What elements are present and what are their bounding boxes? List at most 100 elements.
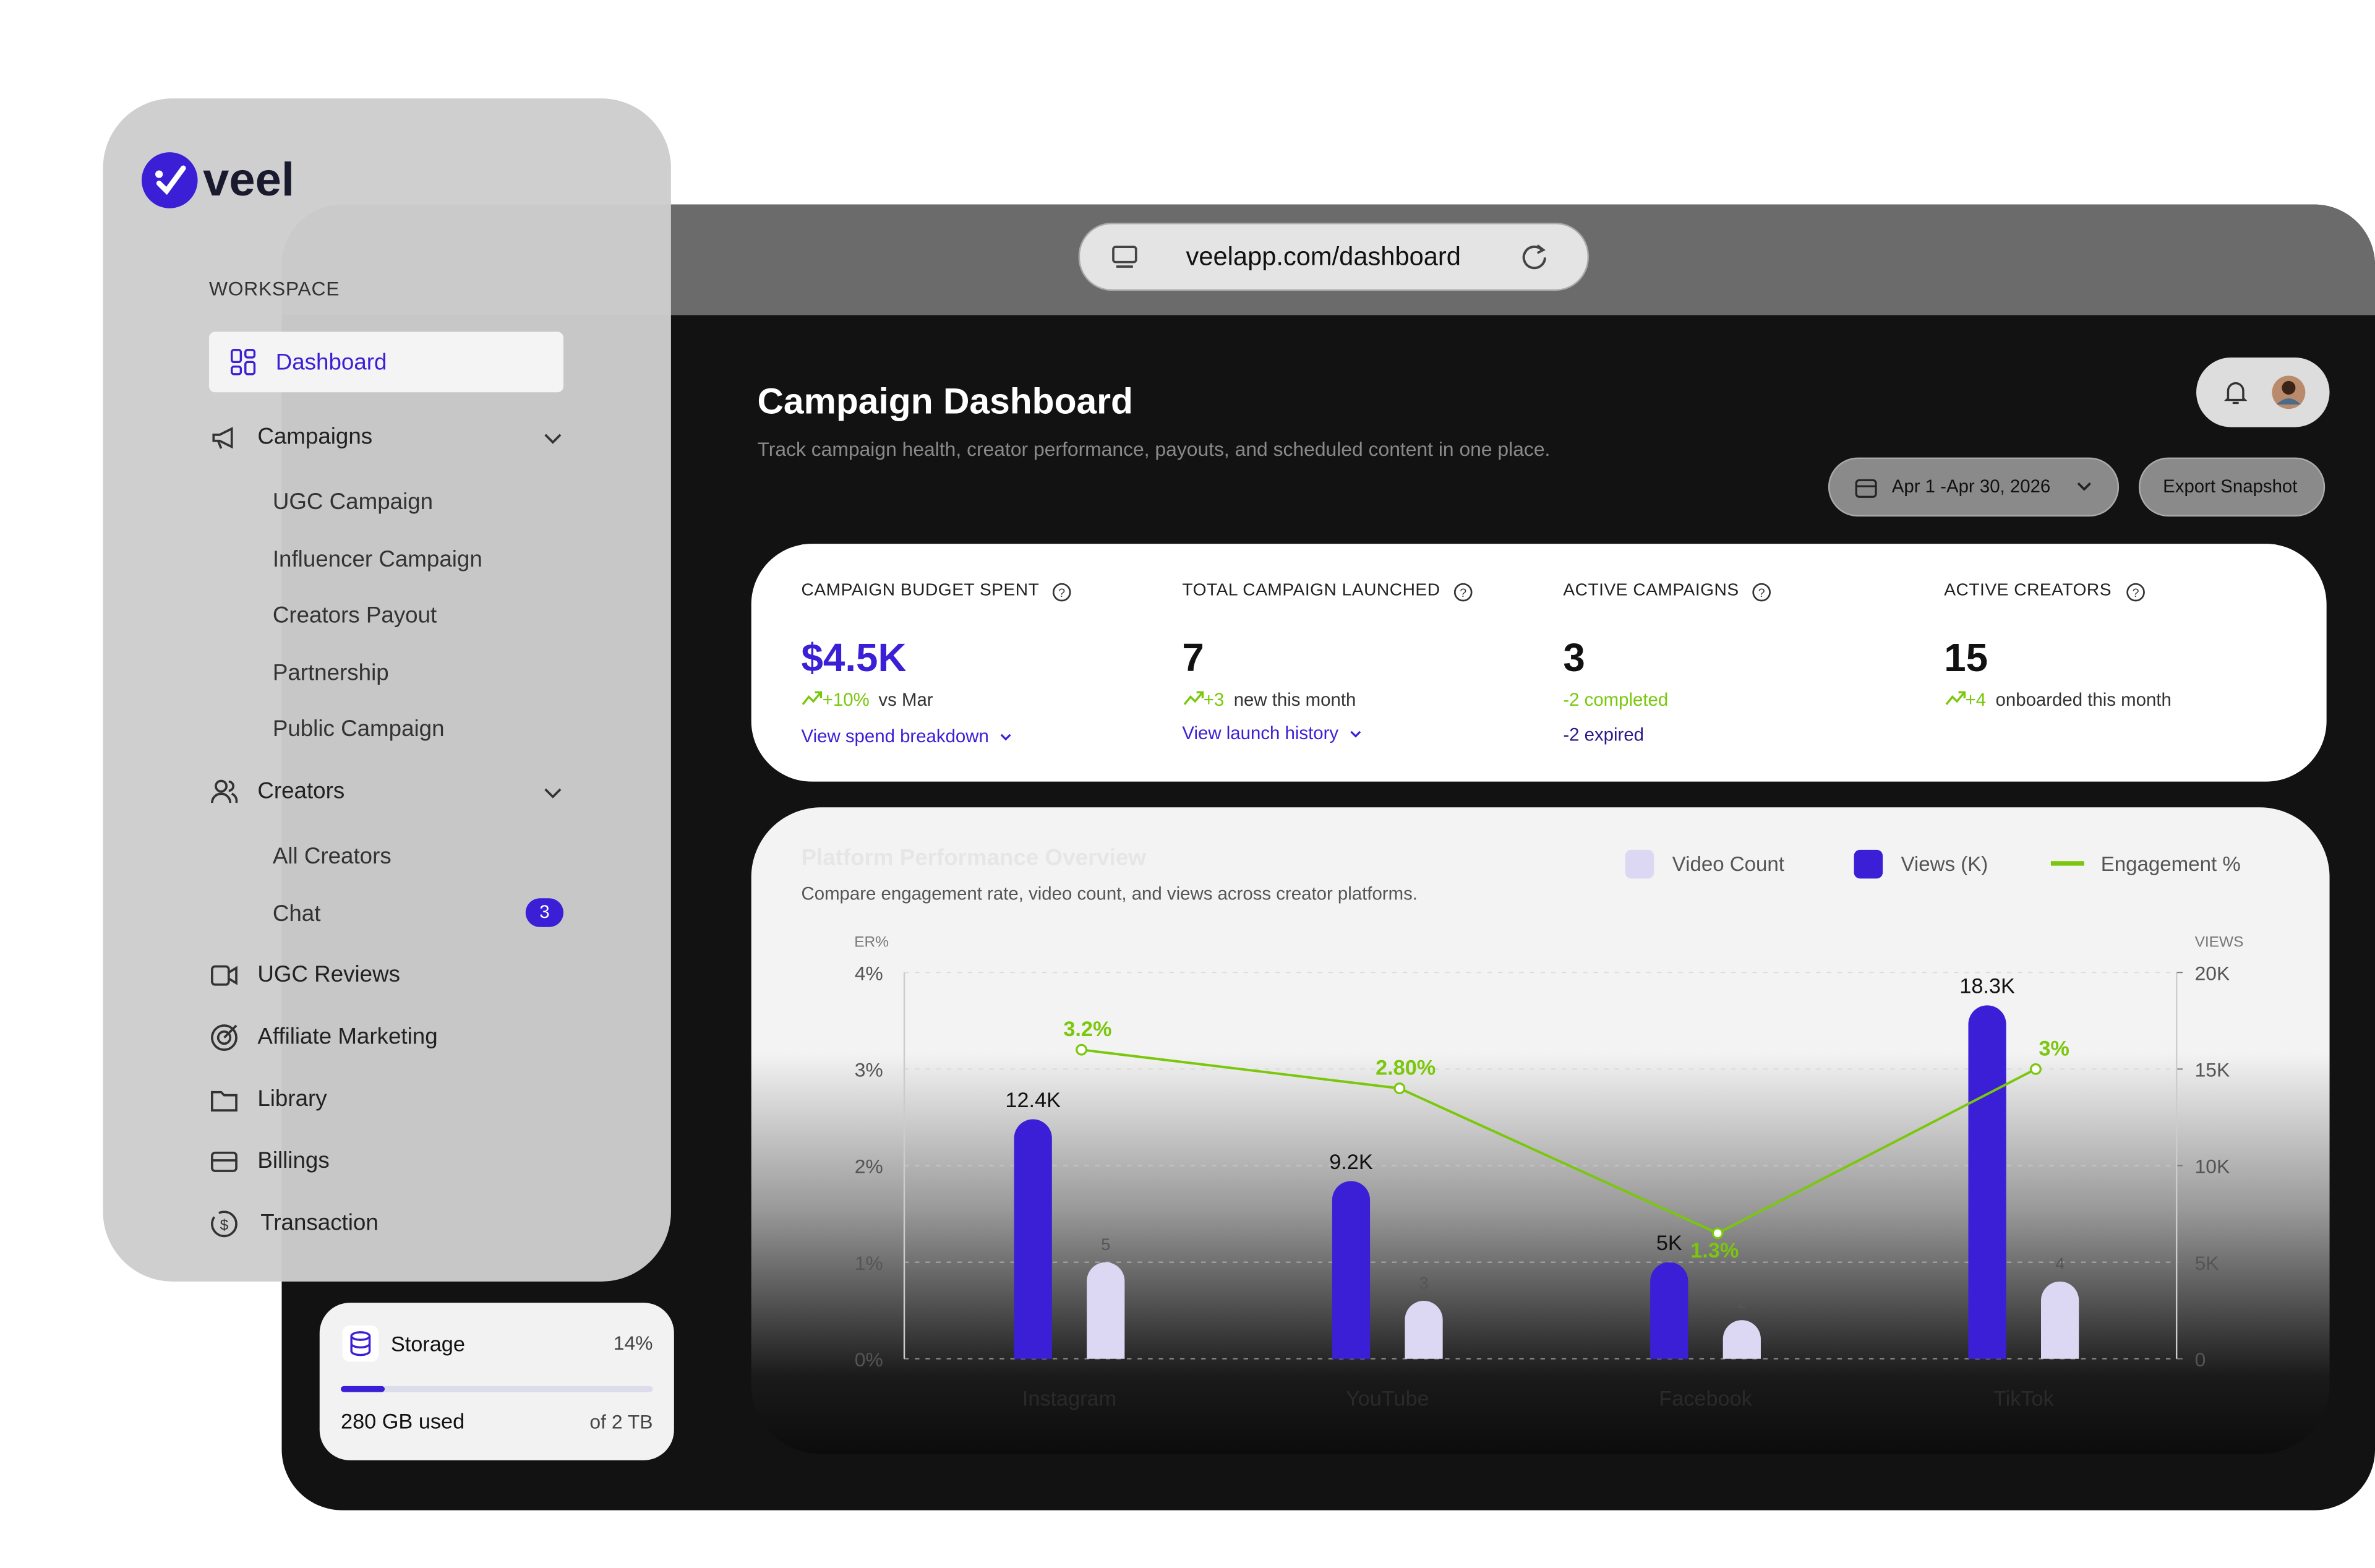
avatar[interactable] — [2270, 374, 2307, 411]
data-label: 3% — [2039, 1037, 2069, 1060]
bell-icon[interactable] — [2220, 377, 2251, 408]
info-icon[interactable]: ? — [1751, 581, 1772, 602]
y-axis-label: ER% — [854, 934, 889, 951]
chat-badge: 3 — [525, 898, 564, 927]
trend-icon — [802, 691, 823, 705]
storage-title: Storage — [390, 1331, 465, 1356]
nav-sub-label[interactable]: Partnership — [272, 659, 389, 686]
info-icon[interactable]: ? — [2125, 581, 2146, 602]
x-tick-label: YouTube — [1346, 1387, 1429, 1411]
date-picker[interactable]: Apr 1 -Apr 30, 2026 — [1828, 457, 2120, 517]
kpi-delta: +3 — [1203, 689, 1225, 711]
kpi-delta-text: new this month — [1233, 689, 1356, 711]
url-bar[interactable]: veelapp.com/dashboard — [1078, 223, 1589, 291]
legend-label: Video Count — [1672, 853, 1784, 876]
bar — [1405, 1301, 1443, 1359]
bar — [1722, 1320, 1761, 1359]
line-point — [1076, 1043, 1088, 1056]
nav-icon — [544, 788, 562, 799]
y2-axis-label: VIEWS — [2195, 934, 2244, 951]
screen-icon — [1112, 246, 1137, 268]
nav-sub-label[interactable]: Chat — [272, 900, 321, 927]
nav-label[interactable]: Billings — [257, 1148, 330, 1174]
kpi-value: 3 — [1563, 635, 1585, 680]
line-point — [1393, 1082, 1406, 1095]
reload-icon[interactable] — [1519, 242, 1549, 273]
y-tick-label: 3% — [855, 1059, 883, 1081]
nav-sub-label[interactable]: All Creators — [272, 844, 392, 870]
nav-icon — [211, 1024, 238, 1051]
svg-text:?: ? — [1758, 586, 1765, 600]
sidebar: veel WORKSPACE Dashboard Campaigns UGC Ca… — [103, 98, 671, 1282]
calendar-icon — [1855, 479, 1877, 498]
kpi-value: 15 — [1944, 635, 1988, 680]
y2-tick-label: 15K — [2195, 1059, 2230, 1081]
kpi-link[interactable]: View launch history — [1182, 722, 1339, 744]
nav-icon — [211, 1090, 238, 1112]
kpi-label: ACTIVE CAMPAIGNS — [1563, 581, 1739, 600]
data-label: 2 — [1737, 1293, 1747, 1312]
storage-used: 280 GB used — [341, 1408, 465, 1433]
nav-label[interactable]: Affiliate Marketing — [257, 1024, 438, 1050]
y-tick-label: 0% — [855, 1348, 883, 1371]
nav-label[interactable]: Creators — [257, 778, 345, 805]
nav-label[interactable]: Campaigns — [257, 424, 373, 450]
storage-percent: 14% — [613, 1331, 653, 1355]
kpi-delta-text: onboarded this month — [1995, 689, 2172, 711]
kpi-label: ACTIVE CREATORS — [1944, 581, 2112, 600]
kpi-line: -2 completed — [1563, 689, 1669, 711]
y2-tick-label: 5K — [2195, 1252, 2219, 1274]
grid-icon — [230, 349, 256, 375]
svg-text:$: $ — [220, 1217, 229, 1234]
nav-icon — [544, 434, 562, 444]
svg-text:?: ? — [2131, 586, 2138, 600]
chevron[interactable] — [998, 732, 1013, 744]
svg-text:?: ? — [1459, 586, 1466, 600]
nav-active[interactable]: Dashboard — [208, 332, 564, 393]
data-label: 9.2K — [1329, 1150, 1373, 1174]
page-title: Campaign Dashboard — [757, 382, 1133, 423]
y2-tick-label: 20K — [2195, 962, 2230, 984]
line-point — [2030, 1063, 2042, 1075]
chevron — [2077, 482, 2091, 491]
nav-label[interactable]: UGC Reviews — [257, 962, 400, 988]
y-tick-label: 2% — [855, 1155, 883, 1178]
info-icon[interactable]: ? — [1452, 581, 1473, 602]
data-label: 1.3% — [1690, 1239, 1739, 1262]
legend-label: Views (K) — [1901, 853, 1988, 876]
kpi-label: CAMPAIGN BUDGET SPENT — [801, 581, 1040, 600]
x-tick-label: Facebook — [1659, 1387, 1752, 1411]
nav-sub-label[interactable]: Public Campaign — [272, 716, 445, 743]
kpi-value: 7 — [1182, 635, 1204, 680]
nav-sub-label[interactable]: Creators Payout — [272, 602, 437, 629]
kpi-link[interactable]: View spend breakdown — [801, 726, 989, 747]
nav-sub-label[interactable]: UGC Campaign — [272, 489, 434, 515]
legend-label: Engagement % — [2101, 853, 2241, 876]
nav-icon — [211, 965, 238, 986]
chevron[interactable] — [1347, 729, 1362, 741]
y2-tick-label: 10K — [2195, 1155, 2230, 1178]
section-label: WORKSPACE — [208, 277, 340, 300]
y-tick-label: 4% — [855, 962, 883, 984]
nav-icon: $ — [211, 1210, 238, 1238]
logo-mark — [141, 152, 198, 208]
y2-tick-label: 0 — [2195, 1348, 2206, 1371]
export-button[interactable]: Export Snapshot — [2138, 457, 2326, 517]
chart-title: Platform Performance Overview — [801, 845, 1146, 872]
bar — [1332, 1181, 1371, 1359]
nav-label[interactable]: Library — [257, 1086, 327, 1112]
user-pill[interactable] — [2196, 357, 2330, 427]
info-icon[interactable]: ? — [1051, 581, 1072, 602]
storage-card: Storage 14% 280 GB used of 2 TB — [319, 1303, 674, 1460]
bar — [2041, 1281, 2079, 1359]
storage-icon — [342, 1325, 379, 1362]
storage-bar — [341, 1386, 385, 1392]
line-point — [1711, 1227, 1724, 1240]
nav-label: Dashboard — [275, 349, 387, 376]
nav-label[interactable]: Transaction — [260, 1210, 379, 1236]
nav-sub-label[interactable]: Influencer Campaign — [272, 546, 482, 572]
kpi-delta-text: vs Mar — [878, 689, 933, 711]
data-label: 12.4K — [1005, 1089, 1061, 1112]
bar — [1968, 1005, 2006, 1359]
